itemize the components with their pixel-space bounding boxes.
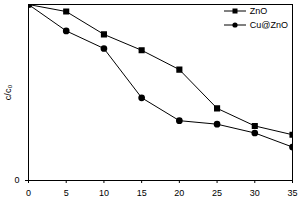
svg-text:10: 10 bbox=[99, 188, 109, 198]
svg-text:0: 0 bbox=[14, 175, 19, 185]
svg-text:15: 15 bbox=[137, 188, 147, 198]
svg-text:25: 25 bbox=[212, 188, 222, 198]
svg-text:5: 5 bbox=[64, 188, 69, 198]
svg-text:30: 30 bbox=[250, 188, 260, 198]
html-text:ZnO: ZnO bbox=[249, 6, 268, 16]
svg-text:0: 0 bbox=[26, 188, 31, 198]
svg-text:c/c₀: c/c₀ bbox=[3, 85, 13, 101]
html-text:Cu@ZnO: Cu@ZnO bbox=[249, 20, 288, 30]
svg-text:35: 35 bbox=[287, 188, 297, 198]
svg-text:20: 20 bbox=[174, 188, 184, 198]
